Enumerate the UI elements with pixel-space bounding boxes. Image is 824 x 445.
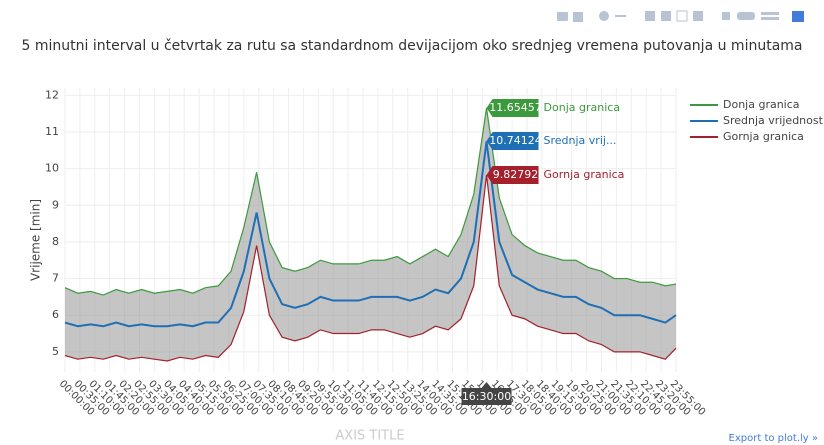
x-axis-label: AXIS TITLE bbox=[335, 429, 404, 444]
y-tick-label: 9 bbox=[52, 198, 59, 211]
hover-box bbox=[486, 99, 539, 117]
legend-label: Gornja granica bbox=[723, 130, 804, 143]
hover-value: 9.82792 bbox=[493, 168, 539, 181]
hover-value: 11.65457 bbox=[489, 101, 542, 114]
y-tick-label: 12 bbox=[45, 88, 59, 101]
hover-closest-icon[interactable] bbox=[737, 12, 755, 20]
hover-compare-icon-part bbox=[761, 17, 779, 20]
zoom-icon[interactable] bbox=[599, 11, 609, 21]
spike-icon[interactable] bbox=[722, 12, 730, 20]
y-tick-label: 7 bbox=[52, 272, 59, 285]
hover-x-box bbox=[461, 388, 512, 405]
band-fill bbox=[65, 107, 676, 362]
hover-compare-icon[interactable] bbox=[761, 12, 779, 15]
hover-label: 10.74124 Srednja vrij... bbox=[486, 132, 617, 150]
series-line bbox=[64, 174, 677, 362]
hover-name: Gornja granica bbox=[544, 168, 625, 181]
reset-icon[interactable] bbox=[693, 11, 703, 21]
y-tick-label: 10 bbox=[45, 162, 59, 175]
save-icon[interactable] bbox=[573, 12, 583, 22]
chart-title: 5 minutni interval u četvrtak za rutu sa… bbox=[22, 38, 803, 54]
legend-label: Donja granica bbox=[723, 98, 800, 111]
hover-label: 9.82792 Gornja granica bbox=[486, 166, 625, 184]
y-tick-label: 8 bbox=[52, 235, 59, 248]
hover-label: 11.65457 Donja granica bbox=[486, 99, 621, 117]
hover-x-label: 16:30:00 bbox=[462, 390, 511, 403]
zoom-in-icon[interactable] bbox=[645, 11, 655, 21]
zoom-out-icon[interactable] bbox=[661, 11, 671, 21]
y-tick-label: 5 bbox=[52, 345, 59, 358]
toolbar bbox=[557, 10, 804, 22]
hover-name: Srednja vrij... bbox=[544, 134, 617, 147]
hover-box bbox=[486, 166, 539, 184]
autoscale-icon[interactable] bbox=[676, 10, 688, 22]
plotly-logo[interactable] bbox=[792, 11, 804, 22]
series-line bbox=[64, 107, 677, 296]
series-line bbox=[64, 141, 677, 328]
hover-box bbox=[486, 132, 539, 150]
y-tick-label: 11 bbox=[45, 125, 59, 138]
y-axis-label: Vrijeme [min] bbox=[29, 199, 43, 281]
export-link[interactable]: Export to plot.ly » bbox=[729, 433, 818, 444]
y-tick-label: 6 bbox=[52, 308, 59, 321]
legend-label: Srednja vrijednost bbox=[723, 114, 824, 127]
pan-icon[interactable] bbox=[615, 15, 626, 17]
hover-name: Donja granica bbox=[544, 101, 621, 114]
hover-x-arrow bbox=[481, 382, 492, 388]
hover-value: 10.74124 bbox=[489, 134, 542, 147]
camera-icon[interactable] bbox=[557, 12, 568, 21]
